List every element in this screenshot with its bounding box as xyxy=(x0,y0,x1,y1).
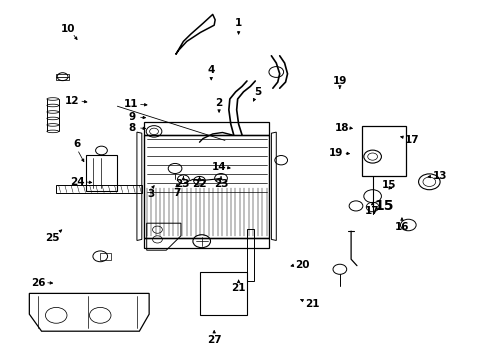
Bar xyxy=(100,253,111,260)
Text: 26: 26 xyxy=(31,278,45,288)
Text: 14: 14 xyxy=(211,162,226,172)
Text: 19: 19 xyxy=(328,148,343,158)
Bar xyxy=(247,229,253,281)
Text: 5: 5 xyxy=(254,87,261,97)
Text: 18: 18 xyxy=(334,123,349,133)
Text: 21: 21 xyxy=(231,283,245,293)
Text: 12: 12 xyxy=(65,96,80,106)
Text: 25: 25 xyxy=(45,233,60,243)
Text: 11: 11 xyxy=(123,99,138,109)
Text: 16: 16 xyxy=(394,222,408,232)
Text: 17: 17 xyxy=(365,206,379,216)
Text: 19: 19 xyxy=(332,76,346,86)
Text: 1: 1 xyxy=(235,18,242,28)
Text: 3: 3 xyxy=(147,189,154,199)
Bar xyxy=(56,74,69,80)
Text: 20: 20 xyxy=(294,260,309,270)
Bar xyxy=(144,238,268,248)
Text: 8: 8 xyxy=(128,123,135,133)
Bar xyxy=(200,272,246,315)
Text: 13: 13 xyxy=(432,171,447,181)
Text: 6: 6 xyxy=(74,139,81,149)
Bar xyxy=(144,135,268,238)
Text: 21: 21 xyxy=(304,299,319,309)
Text: 24: 24 xyxy=(70,177,84,187)
Text: 7: 7 xyxy=(173,188,181,198)
Text: 15: 15 xyxy=(373,199,393,213)
Bar xyxy=(56,185,142,193)
Text: 2: 2 xyxy=(215,98,222,108)
Bar xyxy=(361,126,405,176)
Text: 27: 27 xyxy=(206,335,221,345)
Text: 23: 23 xyxy=(213,179,228,189)
Text: 9: 9 xyxy=(128,112,135,122)
Text: 23: 23 xyxy=(174,179,189,189)
Text: 22: 22 xyxy=(192,179,206,189)
Text: 15: 15 xyxy=(381,180,395,190)
Text: 17: 17 xyxy=(404,135,418,145)
Text: 10: 10 xyxy=(61,24,76,34)
Text: 4: 4 xyxy=(207,65,215,75)
Bar xyxy=(144,122,268,135)
